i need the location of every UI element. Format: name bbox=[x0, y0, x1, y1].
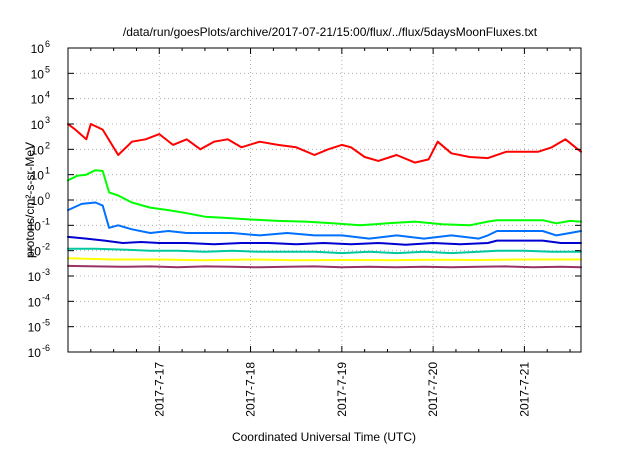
series-line-7 bbox=[67, 264, 582, 269]
x-tick-label: 2017-7-18 bbox=[244, 362, 258, 417]
y-tick-exponent: 6 bbox=[45, 39, 50, 49]
y-tick-exponent: -6 bbox=[42, 343, 50, 353]
y-tick-exponent: 5 bbox=[45, 64, 50, 74]
y-tick-exponent: 3 bbox=[45, 115, 50, 125]
y-tick-label: 10-5 bbox=[28, 318, 50, 335]
y-tick-exponent: -2 bbox=[42, 242, 50, 252]
y-axis-label: protons/cm²-s-sr-MeV bbox=[23, 142, 37, 258]
series-line-4 bbox=[67, 235, 582, 246]
y-tick-exponent: 1 bbox=[45, 166, 50, 176]
y-tick-exponent: 4 bbox=[45, 90, 50, 100]
y-tick-label: 106 bbox=[31, 39, 50, 56]
x-tick-label: 2017-7-20 bbox=[426, 362, 440, 417]
series-line-1 bbox=[67, 123, 582, 164]
x-tick-label: 2017-7-21 bbox=[517, 362, 531, 417]
x-axis-label: Coordinated Universal Time (UTC) bbox=[232, 430, 416, 444]
y-tick-label: 10-4 bbox=[28, 292, 50, 309]
y-tick-label: 104 bbox=[31, 90, 50, 107]
y-tick-label: 103 bbox=[31, 115, 50, 132]
x-tick-label: 2017-7-19 bbox=[335, 362, 349, 417]
y-tick-label: 10-3 bbox=[28, 267, 50, 284]
series-line-5 bbox=[67, 247, 582, 255]
y-tick-label: 10-6 bbox=[28, 343, 50, 360]
series-line-3 bbox=[67, 201, 582, 240]
y-tick-label: 105 bbox=[31, 64, 50, 81]
y-tick-exponent: -3 bbox=[42, 267, 50, 277]
y-tick-exponent: -5 bbox=[42, 318, 50, 328]
series-line-2 bbox=[67, 169, 582, 227]
y-tick-exponent: -4 bbox=[42, 292, 50, 302]
y-tick-exponent: -1 bbox=[42, 216, 50, 226]
series-line-6 bbox=[67, 257, 582, 262]
x-tick-label: 2017-7-17 bbox=[152, 362, 166, 417]
series-layer bbox=[67, 123, 582, 269]
grid-layer bbox=[68, 48, 581, 352]
chart-title: /data/run/goesPlots/archive/2017-07-21/1… bbox=[123, 25, 538, 39]
y-tick-exponent: 0 bbox=[45, 191, 50, 201]
y-tick-exponent: 2 bbox=[45, 140, 50, 150]
